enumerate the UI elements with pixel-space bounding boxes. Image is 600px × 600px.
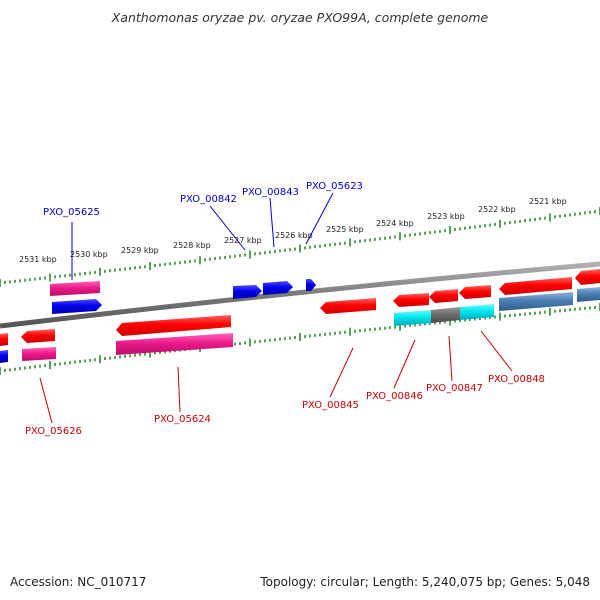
gene-pxo-00848-cyan[interactable]	[460, 304, 494, 320]
scale-label: 2521 kbp	[529, 197, 567, 206]
gene-partial-left-blue[interactable]	[0, 350, 8, 363]
scale-label: 2522 kbp	[478, 205, 516, 214]
reverse-genes	[0, 269, 600, 363]
scale-label: 2523 kbp	[427, 212, 465, 221]
leader-pxo-05623	[305, 192, 334, 245]
gene-pxo-05625[interactable]	[52, 299, 102, 314]
scale-label: 2527 kbp	[224, 236, 262, 245]
leader-pxo-00848	[480, 330, 513, 372]
gene-red-small[interactable]	[429, 289, 458, 303]
gene-pxo-00846[interactable]	[394, 310, 431, 326]
reverse-scale-ticks	[0, 303, 600, 375]
label-pxo-00845[interactable]: PXO_00845	[302, 400, 359, 411]
leader-pxo-00845	[329, 347, 354, 398]
label-pxo-00846[interactable]: PXO_00846	[366, 391, 423, 402]
forward-scale-ticks	[0, 207, 600, 287]
gene-pxo-00843[interactable]	[263, 281, 293, 295]
gene-pxo-00846-upper[interactable]	[393, 293, 429, 307]
label-pxo-00848[interactable]: PXO_00848	[488, 374, 545, 385]
scale-label: 2531 kbp	[19, 255, 57, 264]
gene-pxo-00847[interactable]	[431, 307, 460, 323]
scale-label: 2530 kbp	[70, 250, 108, 259]
label-pxo-05626[interactable]: PXO_05626	[25, 426, 82, 437]
leader-pxo-05626	[39, 377, 53, 424]
label-pxo-05623[interactable]: PXO_05623	[306, 181, 363, 192]
label-pxo-00843[interactable]: PXO_00843	[242, 187, 299, 198]
gene-pxo-00845[interactable]	[320, 298, 376, 314]
gene-red-mid[interactable]	[116, 315, 231, 336]
forward-genes	[50, 279, 316, 314]
scale-label: 2525 kbp	[326, 225, 364, 234]
leader-pxo-00843	[269, 197, 275, 248]
gene-pxo-05626[interactable]	[22, 347, 56, 361]
gene-red-small-2[interactable]	[459, 285, 491, 299]
gene-pxo-00848[interactable]	[499, 292, 573, 311]
gene-pxo-00842[interactable]	[233, 285, 262, 299]
gene-pxo-05623[interactable]	[306, 279, 316, 291]
map-title: Xanthomonas oryzae pv. oryzae PXO99A, co…	[111, 10, 489, 25]
leader-pxo-00846	[393, 339, 416, 389]
gene-partial-right-steel[interactable]	[577, 287, 600, 302]
scale-label: 2526 kbp	[275, 231, 313, 240]
label-pxo-05624[interactable]: PXO_05624	[154, 414, 211, 425]
label-pxo-00847[interactable]: PXO_00847	[426, 383, 483, 394]
gene-red-right[interactable]	[499, 277, 572, 295]
gene-pxo-05625-rna[interactable]	[50, 281, 100, 296]
leader-pxo-05624	[177, 366, 181, 413]
scale-labels: 2531 kbp 2530 kbp 2529 kbp 2528 kbp 2527 kbp…	[19, 197, 567, 264]
scale-label: 2524 kbp	[376, 219, 414, 228]
gene-labels: PXO_05625 PXO_00842 PXO_00843 PXO_05623 …	[25, 181, 545, 437]
gene-pxo-05624[interactable]	[116, 333, 233, 355]
label-pxo-00842[interactable]: PXO_00842	[180, 194, 237, 205]
accession-text: Accession: NC_010717	[10, 575, 147, 589]
gene-partial-right-red[interactable]	[575, 269, 600, 285]
genome-backbone	[0, 261, 600, 329]
scale-label: 2528 kbp	[173, 241, 211, 250]
label-pxo-05625[interactable]: PXO_05625	[43, 207, 100, 218]
scale-label: 2529 kbp	[121, 246, 159, 255]
genome-summary-text: Topology: circular; Length: 5,240,075 bp…	[260, 575, 590, 589]
gene-partial-left-red[interactable]	[0, 333, 8, 346]
leader-pxo-00847	[448, 335, 453, 382]
gene-red-left[interactable]	[21, 329, 55, 343]
label-leaders	[39, 192, 513, 424]
leader-pxo-00842	[209, 205, 246, 251]
